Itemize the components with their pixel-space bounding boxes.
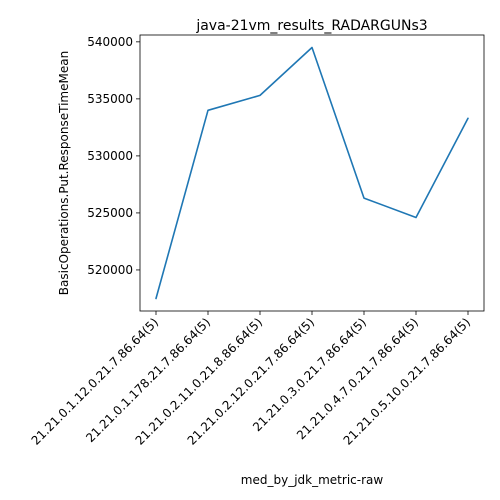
x-axis-label: med_by_jdk_metric-raw: [241, 473, 384, 487]
y-tick-label: 525000: [87, 206, 133, 220]
chart-title: java-21vm_results_RADARGUNs3: [195, 18, 427, 34]
y-tick-label: 535000: [87, 92, 133, 106]
plot-frame: [139, 34, 485, 312]
y-tick-label: 540000: [87, 35, 133, 49]
y-tick-label: 530000: [87, 149, 133, 163]
y-axis-label: BasicOperations.Put.ResponseTimeMean: [57, 51, 71, 295]
series-line: [155, 46, 469, 300]
y-tick-label: 520000: [87, 263, 133, 277]
